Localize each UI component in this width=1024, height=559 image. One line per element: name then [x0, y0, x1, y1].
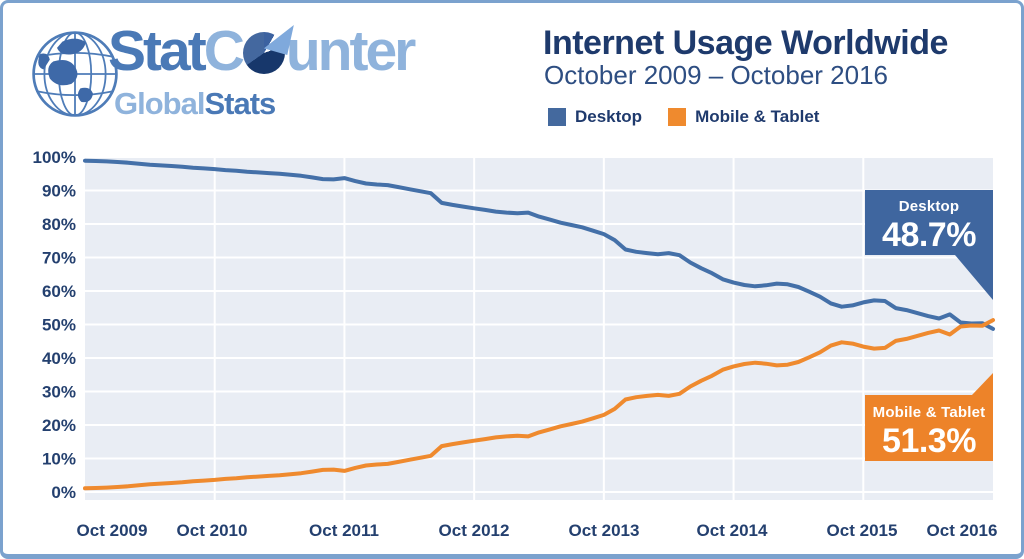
x-tick-label: Oct 2016	[927, 521, 998, 540]
x-tick-label: Oct 2009	[77, 521, 148, 540]
desktop-callout-value: 48.7%	[882, 216, 976, 254]
logo-counter-c: C	[203, 19, 245, 83]
legend-item-desktop: Desktop	[548, 107, 642, 127]
mobile-tablet-legend-label: Mobile & Tablet	[695, 107, 820, 126]
mobile-tablet-callout-value: 51.3%	[882, 422, 976, 460]
statcounter-wordmark: StatC unter	[108, 18, 416, 84]
plot-area	[85, 157, 993, 500]
desktop-callout: Desktop 48.7%	[865, 190, 993, 255]
legend-item-mobile-tablet: Mobile & Tablet	[668, 107, 819, 127]
chart-title: Internet Usage Worldwide	[543, 24, 948, 62]
logo-global: Global	[114, 86, 205, 121]
x-tick-label: Oct 2014	[697, 521, 768, 540]
y-tick-label: 70%	[42, 249, 76, 268]
mobile-tablet-legend-swatch	[668, 108, 687, 126]
logo-stat: Stat	[108, 19, 207, 83]
logo-stats: Stats	[204, 86, 276, 121]
mobile-tablet-line	[83, 318, 995, 491]
y-tick-label: 30%	[42, 383, 76, 402]
statcounter-logo: StatC unter GlobalStats	[28, 19, 498, 124]
x-tick-label: Oct 2015	[827, 521, 898, 540]
mobile-tablet-callout-label: Mobile & Tablet	[872, 404, 986, 421]
y-tick-label: 60%	[42, 282, 76, 301]
x-tick-label: Oct 2012	[439, 521, 510, 540]
y-tick-label: 50%	[42, 316, 76, 335]
chart-subtitle: October 2009 – October 2016	[544, 60, 889, 90]
globalstats-wordmark: GlobalStats	[114, 86, 276, 122]
desktop-legend-swatch	[548, 108, 566, 126]
x-tick-label: Oct 2010	[177, 521, 248, 540]
desktop-legend-label: Desktop	[575, 107, 643, 126]
y-tick-label: 10%	[42, 450, 76, 469]
x-tick-label: Oct 2013	[569, 521, 640, 540]
y-tick-label: 90%	[42, 182, 76, 201]
logo-counter-rest: unter	[285, 19, 416, 83]
y-tick-label: 100%	[33, 148, 76, 167]
y-tick-label: 40%	[42, 349, 76, 368]
x-tick-label: Oct 2011	[309, 521, 379, 540]
y-tick-label: 0%	[51, 483, 76, 502]
globe-icon	[32, 31, 118, 117]
desktop-callout-label: Desktop	[898, 198, 960, 215]
y-tick-label: 80%	[42, 215, 76, 234]
desktop-line	[83, 158, 995, 331]
y-tick-label: 20%	[42, 416, 76, 435]
mobile-tablet-callout-pointer	[972, 373, 993, 395]
legend: Desktop Mobile & Tablet	[548, 107, 845, 127]
desktop-callout-pointer	[955, 255, 993, 300]
mobile-tablet-callout: Mobile & Tablet 51.3%	[865, 395, 993, 461]
